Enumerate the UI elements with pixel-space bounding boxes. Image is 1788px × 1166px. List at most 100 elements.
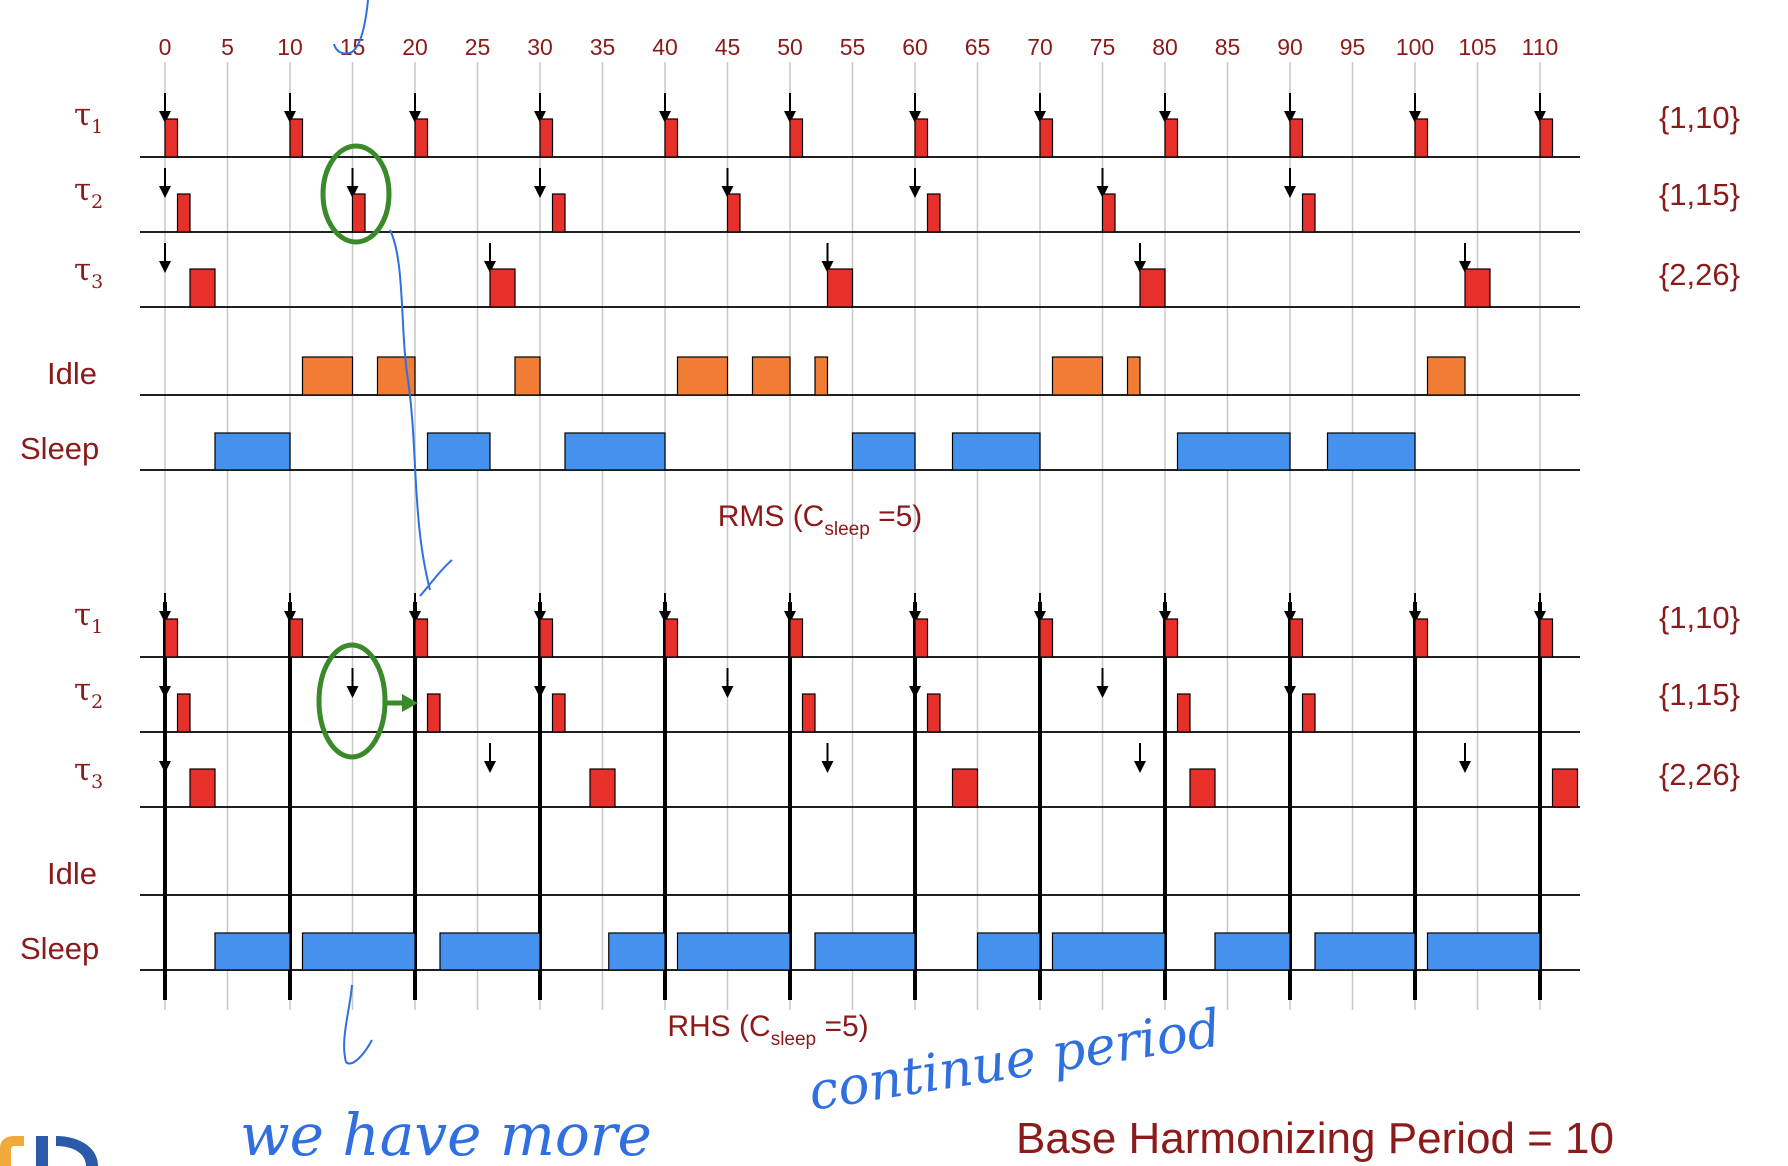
rms-tau1-job-11 — [1539, 118, 1554, 158]
rhs-tau1-job-5 — [789, 618, 804, 658]
rhs-sleep-interval-1 — [301, 932, 416, 971]
rms-tau1-release-50-head — [784, 111, 796, 123]
rms-tau1-params: {1,10} — [1659, 100, 1740, 135]
rms-sleep-interval-4 — [951, 432, 1041, 471]
rms-tau2-release-60-head — [909, 186, 921, 198]
rhs-sleep-interval-3 — [608, 932, 666, 971]
institution-logo — [0, 1136, 98, 1166]
rms-tau2-job-4 — [926, 193, 941, 233]
rms-sleep-interval-1 — [426, 432, 491, 471]
rms-idle-interval-0 — [301, 356, 354, 396]
rms-idle-interval-4 — [751, 356, 791, 396]
rhs-tau1-release-20-head — [409, 611, 421, 623]
rhs-tau3-release-0-head — [159, 761, 171, 773]
rms-tau1-job-1 — [289, 118, 304, 158]
rhs-tau1-release-110-head — [1534, 611, 1546, 623]
rms-tau1-release-30-head — [534, 111, 546, 123]
rhs-tau3-job-1 — [589, 768, 616, 808]
rhs-tau1-release-100-head — [1409, 611, 1421, 623]
rhs-tau1-job-8 — [1164, 618, 1179, 658]
rms-tau1-job-0 — [164, 118, 179, 158]
rhs-sleep-interval-9 — [1314, 932, 1416, 971]
rms-tau3-params: {2,26} — [1659, 257, 1740, 292]
time-axis-ticks: 0 5 10 15 20 25 30 35 40 45 50 55 60 65 70 75 80 85 90 95 10… — [159, 34, 1559, 60]
rms-tau2-release-15-head — [346, 186, 359, 198]
rhs-tau1-job-10 — [1414, 618, 1429, 658]
rms-chart-marks — [140, 93, 1580, 471]
rms-tau3-job-3 — [1139, 268, 1166, 308]
rhs-tau2-release-90-head — [1284, 686, 1296, 698]
rhs-sleep-interval-7 — [1051, 932, 1166, 971]
rhs-tau2-label: τ2 — [74, 672, 103, 713]
tick-label-5: 5 — [221, 34, 234, 60]
tick-label-45: 45 — [715, 34, 741, 60]
rms-tau2-release-30-head — [534, 186, 546, 198]
rhs-tau2-job-1 — [426, 693, 441, 733]
ink-note-line-1: we have more — [240, 1101, 652, 1166]
rms-tau3-release-104-head — [1459, 261, 1471, 273]
rms-idle-interval-2 — [514, 356, 541, 396]
rhs-tau2-job-6 — [1301, 693, 1316, 733]
rms-tau1-job-10 — [1414, 118, 1429, 158]
rhs-tau1-release-60-head — [909, 611, 921, 623]
rms-tau2-params: {1,15} — [1659, 177, 1740, 212]
rms-tau2-job-0 — [176, 193, 191, 233]
tick-label-60: 60 — [902, 34, 928, 60]
rms-sleep-interval-2 — [564, 432, 666, 471]
rhs-tau2-job-4 — [926, 693, 941, 733]
rhs-tau1-release-10-head — [284, 611, 296, 623]
rhs-sleep-interval-10 — [1426, 932, 1541, 971]
ink-connector-line — [389, 229, 431, 591]
rhs-tau1-job-0 — [164, 618, 179, 658]
rhs-chart-marks — [140, 593, 1580, 1000]
rms-tau1-release-70-head — [1034, 111, 1046, 123]
rms-tau1-job-7 — [1039, 118, 1054, 158]
rms-tau1-release-100-head — [1409, 111, 1421, 123]
rhs-caption: RHS (Csleep =5) — [667, 1010, 868, 1050]
rms-tau2-job-2 — [551, 193, 566, 233]
rhs-tau1-params: {1,10} — [1659, 600, 1740, 635]
tick-label-40: 40 — [652, 34, 678, 60]
rhs-tau3-release-104-head — [1459, 761, 1471, 773]
rms-tau2-job-6 — [1301, 193, 1316, 233]
rms-sleep-label: Sleep — [20, 431, 99, 466]
rhs-tau2-params: {1,15} — [1659, 677, 1740, 712]
rhs-sleep-interval-0 — [214, 932, 291, 971]
tick-label-35: 35 — [590, 34, 616, 60]
rms-sleep-interval-0 — [214, 432, 291, 471]
rms-tau1-job-2 — [414, 118, 429, 158]
rhs-tau1-job-7 — [1039, 618, 1054, 658]
tick-label-50: 50 — [777, 34, 803, 60]
rms-tau1-job-6 — [914, 118, 929, 158]
rms-tau3-release-78-head — [1134, 261, 1146, 273]
tick-label-0: 0 — [159, 34, 172, 60]
rhs-schedule: τ1 τ2 τ3 Idle Sleep {1,10} {1,15} {2,26}… — [20, 593, 1740, 1050]
tick-label-85: 85 — [1215, 34, 1241, 60]
rms-tau1-release-0-head — [159, 111, 171, 123]
rhs-tau3-job-4 — [1551, 768, 1579, 808]
rms-tau2-job-1 — [351, 193, 366, 233]
rms-idle-interval-6 — [1051, 356, 1104, 396]
rhs-tau2-release-0-head — [159, 686, 171, 698]
rhs-tau1-release-30-head — [534, 611, 546, 623]
rms-schedule: τ1 τ2 τ3 Idle Sleep {1,10} {1,15} {2,26}… — [20, 93, 1740, 540]
tick-label-80: 80 — [1152, 34, 1178, 60]
rms-idle-interval-8 — [1426, 356, 1466, 396]
rms-tau3-release-26-head — [484, 261, 496, 273]
rms-sleep-interval-6 — [1326, 432, 1416, 471]
rms-tau3-job-2 — [826, 268, 854, 308]
rhs-tau1-job-4 — [664, 618, 679, 658]
rhs-tau2-release-30-head — [534, 686, 546, 698]
rms-caption: RMS (Csleep =5) — [718, 500, 923, 540]
rhs-tau3-release-26-head — [484, 761, 496, 773]
tick-label-100: 100 — [1396, 34, 1434, 60]
rms-tau2-release-45-head — [721, 186, 734, 198]
rhs-sleep-interval-8 — [1214, 932, 1291, 971]
rms-tau2-job-3 — [726, 193, 741, 233]
rhs-tau3-release-53-head — [821, 761, 834, 773]
rhs-tau2-job-0 — [176, 693, 191, 733]
rhs-tau1-job-6 — [914, 618, 929, 658]
rhs-tau2-job-5 — [1176, 693, 1191, 733]
rhs-tau1-job-3 — [539, 618, 554, 658]
rms-tau1-release-20-head — [409, 111, 421, 123]
